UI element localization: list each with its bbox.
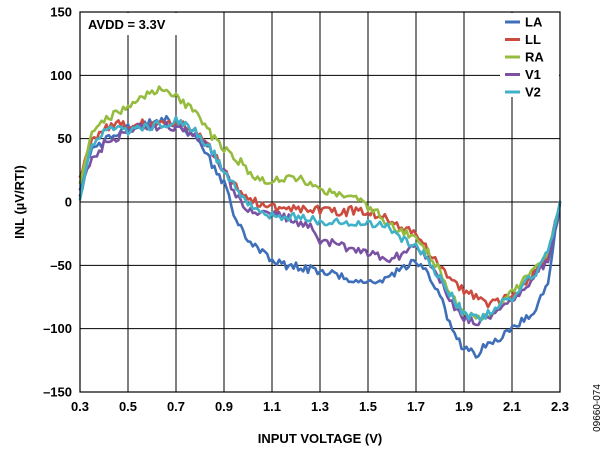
legend-label-ra: RA: [525, 50, 544, 65]
x-tick-label: 0.3: [71, 399, 89, 414]
y-tick-label: –100: [43, 321, 72, 336]
annotation-box: [81, 13, 185, 35]
y-tick-label: 150: [50, 5, 72, 20]
y-tick-label: 0: [65, 195, 72, 210]
y-tick-label: –50: [50, 258, 72, 273]
figure-id: 09660-074: [592, 384, 603, 432]
x-tick-label: 2.3: [551, 399, 569, 414]
x-tick-label: 0.9: [215, 399, 233, 414]
annotation-avdd: AVDD = 3.3V: [88, 17, 166, 32]
legend: LA LL RA V1 V2: [505, 15, 544, 100]
series-lines: [78, 85, 562, 359]
series-line-v2: [78, 115, 562, 323]
x-tick-label: 1.9: [455, 399, 473, 414]
x-tick-label: 1.3: [311, 399, 329, 414]
y-tick-label: 50: [58, 131, 72, 146]
plot-frame: [79, 11, 561, 393]
legend-label-v2: V2: [525, 85, 541, 100]
x-tick-label: 0.7: [167, 399, 185, 414]
x-tick-label: 1.1: [263, 399, 281, 414]
series-line-ll: [78, 118, 562, 309]
x-axis-title: INPUT VOLTAGE (V): [258, 431, 382, 446]
x-tick-label: 2.1: [503, 399, 521, 414]
legend-label-v1: V1: [525, 67, 541, 82]
x-tick-label: 0.5: [119, 399, 137, 414]
legend-label-la: LA: [525, 15, 543, 30]
y-tick-labels: –150 –100 –50 0 50 100 150: [43, 5, 72, 400]
y-tick-label: –150: [43, 385, 72, 400]
y-tick-label: 100: [50, 68, 72, 83]
x-tick-label: 1.5: [359, 399, 377, 414]
legend-box: [500, 13, 559, 97]
grid: [79, 11, 561, 393]
x-tick-label: 1.7: [407, 399, 425, 414]
legend-label-ll: LL: [525, 32, 541, 47]
y-axis-title: INL (µV/RTI): [12, 165, 27, 239]
x-tick-labels: 0.3 0.5 0.7 0.9 1.1 1.3 1.5 1.7 1.9 2.1 2.3: [71, 399, 569, 414]
